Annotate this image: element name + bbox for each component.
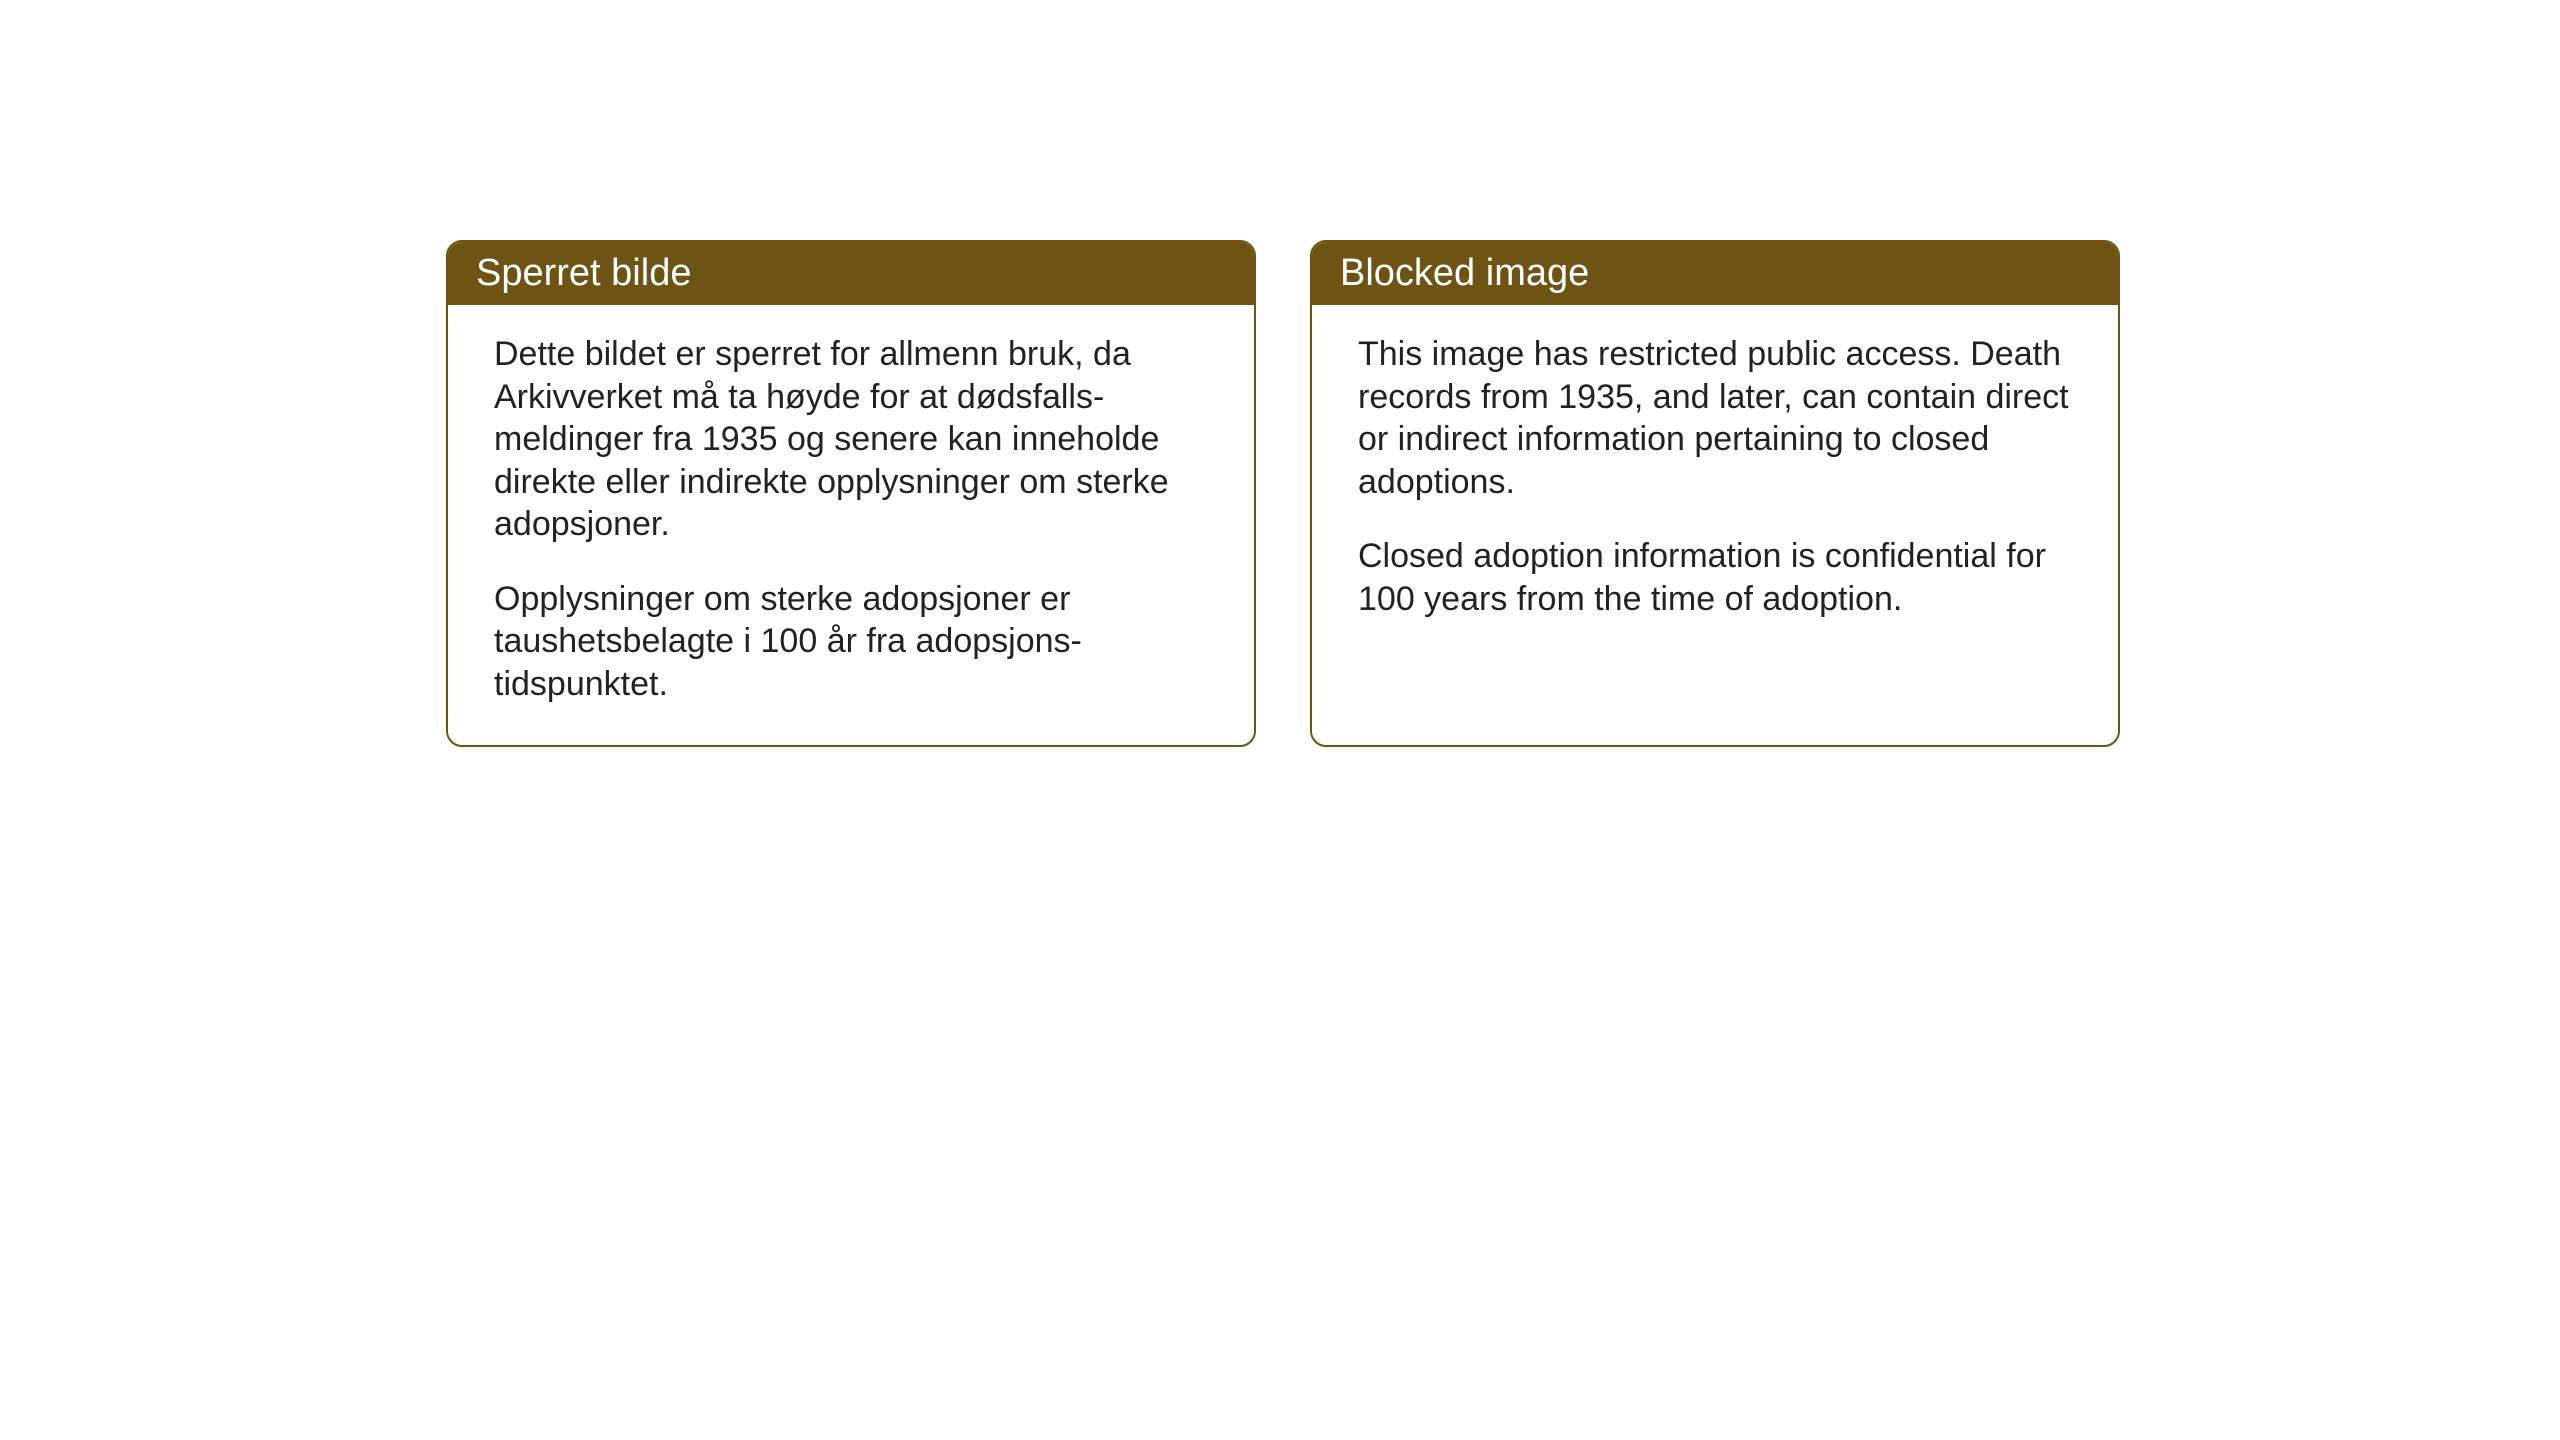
english-paragraph-1: This image has restricted public access.… [1358,333,2072,503]
norwegian-paragraph-1: Dette bildet er sperret for allmenn bruk… [494,333,1208,546]
norwegian-card-header: Sperret bilde [448,242,1254,305]
notice-container: Sperret bilde Dette bildet er sperret fo… [446,240,2120,747]
norwegian-card-body: Dette bildet er sperret for allmenn bruk… [448,305,1254,745]
english-card-body: This image has restricted public access.… [1312,305,2118,660]
norwegian-card-title: Sperret bilde [476,252,691,294]
norwegian-notice-card: Sperret bilde Dette bildet er sperret fo… [446,240,1256,747]
norwegian-paragraph-2: Opplysninger om sterke adopsjoner er tau… [494,578,1208,706]
english-notice-card: Blocked image This image has restricted … [1310,240,2120,747]
english-card-header: Blocked image [1312,242,2118,305]
english-paragraph-2: Closed adoption information is confident… [1358,535,2072,620]
english-card-title: Blocked image [1340,252,1589,294]
